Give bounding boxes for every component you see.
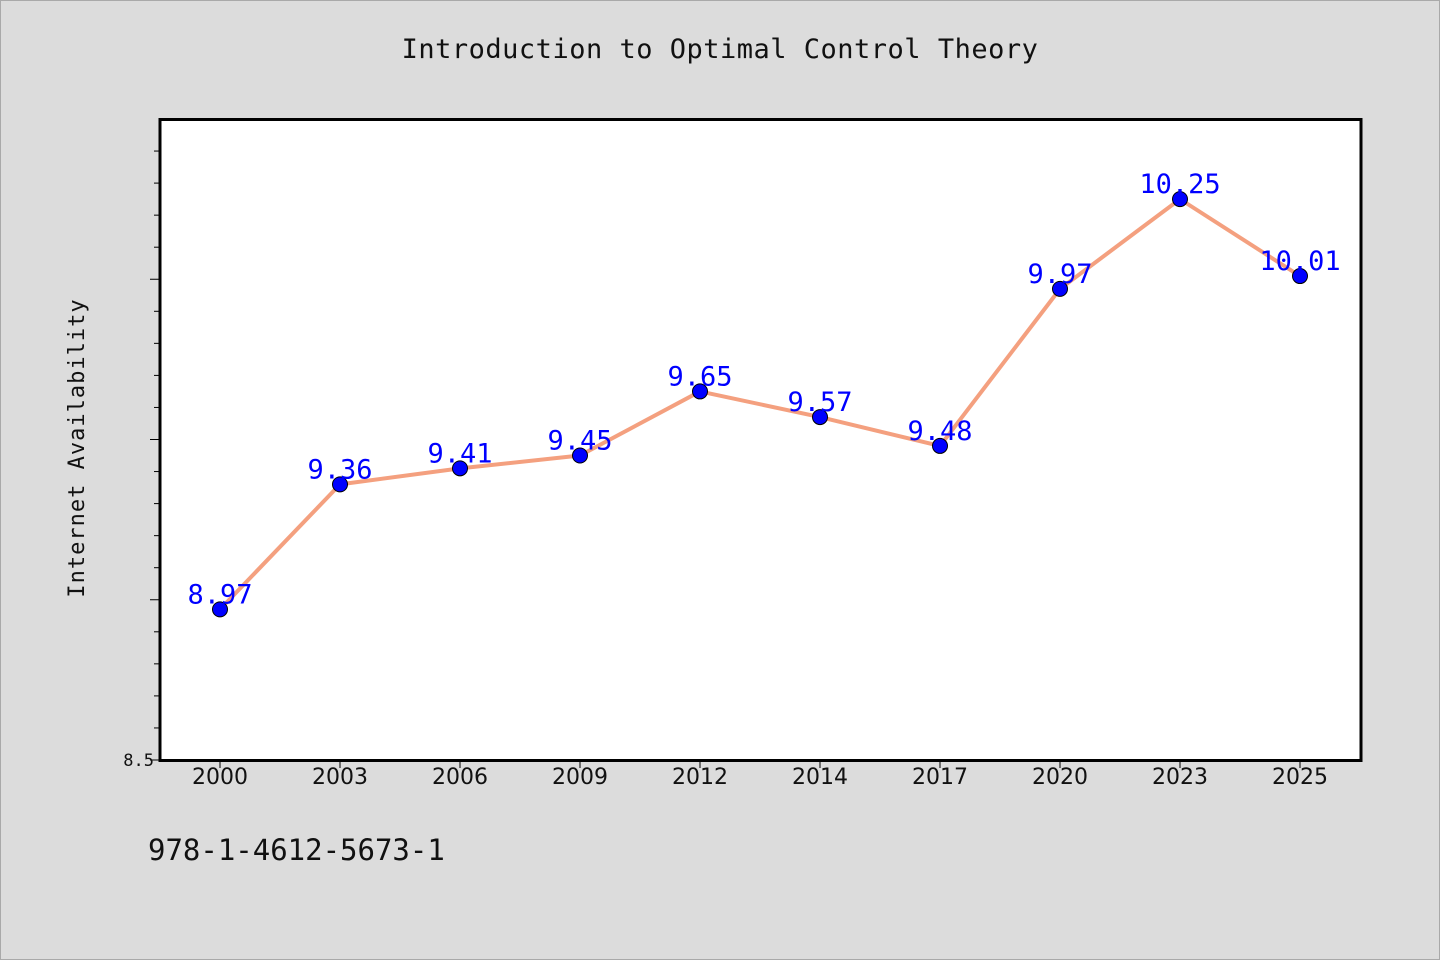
data-point [332, 476, 348, 493]
x-tick-label: 2012 [672, 765, 728, 790]
data-label: 9.36 [307, 454, 372, 485]
x-tick-label: 2000 [192, 765, 248, 790]
data-point [812, 409, 828, 426]
y-axis-ticks: 8.5 [123, 150, 160, 771]
x-axis-ticks: 2000 2003 2006 2009 2012 2014 2017 2020 2023 2025 [192, 760, 1328, 790]
data-label: 9.57 [787, 387, 852, 418]
data-point [1172, 191, 1188, 208]
x-tick-label: 2009 [552, 765, 608, 790]
x-tick-label: 2006 [432, 765, 488, 790]
x-tick-label: 2003 [312, 765, 368, 790]
data-point [572, 447, 588, 464]
plot-area [158, 118, 1363, 762]
x-tick-label: 2020 [1032, 765, 1088, 790]
data-point [1292, 268, 1308, 285]
x-tick-label: 2023 [1152, 765, 1208, 790]
data-point [212, 601, 228, 618]
data-point [1052, 280, 1068, 297]
data-point [452, 460, 468, 477]
series-line [218, 197, 1302, 611]
y-tick-label: 8.5 [123, 751, 154, 771]
chart-title: Introduction to Optimal Control Theory [401, 34, 1039, 65]
data-label: 10.01 [1259, 246, 1340, 277]
data-label: 9.41 [427, 438, 492, 469]
x-tick-label: 2025 [1272, 765, 1328, 790]
x-tick-label: 2014 [792, 765, 848, 790]
data-label: 10.25 [1139, 169, 1220, 200]
data-label: 9.48 [907, 416, 972, 447]
data-label: 9.97 [1027, 259, 1092, 290]
data-label: 9.65 [667, 361, 732, 392]
data-point [932, 437, 948, 454]
y-axis-label: Internet Availability [65, 298, 90, 597]
data-label: 8.97 [187, 579, 252, 610]
data-point [692, 383, 708, 400]
isbn-text: 978-1-4612-5673-1 [148, 833, 445, 867]
x-tick-label: 2017 [912, 765, 968, 790]
data-label: 9.45 [547, 426, 612, 457]
series-group: 8.97 9.36 9.41 9.45 9.65 9.57 9.48 9.97 10.25 10.… [187, 169, 1341, 618]
